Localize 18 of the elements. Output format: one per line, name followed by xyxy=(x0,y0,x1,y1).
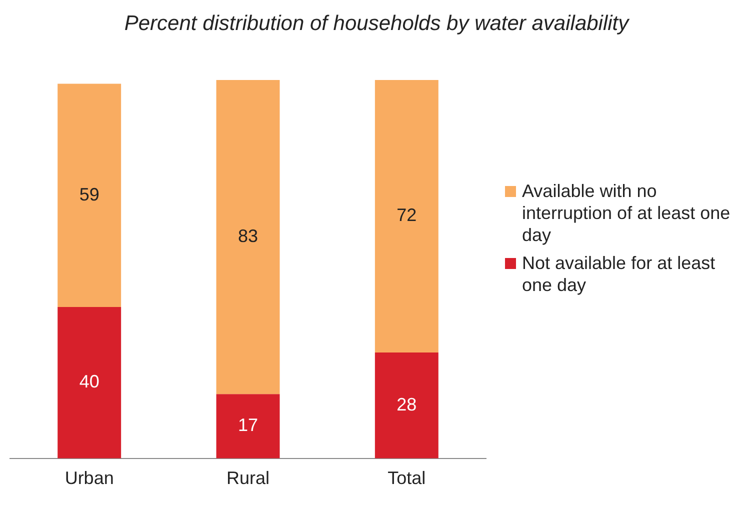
legend-label: Available with no interruption of at least one day xyxy=(522,180,732,246)
bar xyxy=(374,352,438,458)
bar xyxy=(58,84,122,308)
chart-title: Percent distribution of households by water availability xyxy=(123,12,630,36)
bar xyxy=(216,394,280,458)
data-label: 28 xyxy=(396,394,417,414)
data-label: 17 xyxy=(238,415,258,436)
x-tick-label: Rural xyxy=(226,468,270,488)
data-label: 40 xyxy=(79,372,100,392)
data-label: 72 xyxy=(396,205,417,226)
data-label: 83 xyxy=(238,226,258,246)
bar xyxy=(374,80,438,352)
bar xyxy=(58,307,122,458)
x-tick-label: Total xyxy=(388,468,426,488)
x-tick-label: Urban xyxy=(64,468,114,488)
data-label: 59 xyxy=(79,184,100,204)
legend-label: Not available for at least one day xyxy=(522,252,716,296)
bar xyxy=(216,80,280,394)
